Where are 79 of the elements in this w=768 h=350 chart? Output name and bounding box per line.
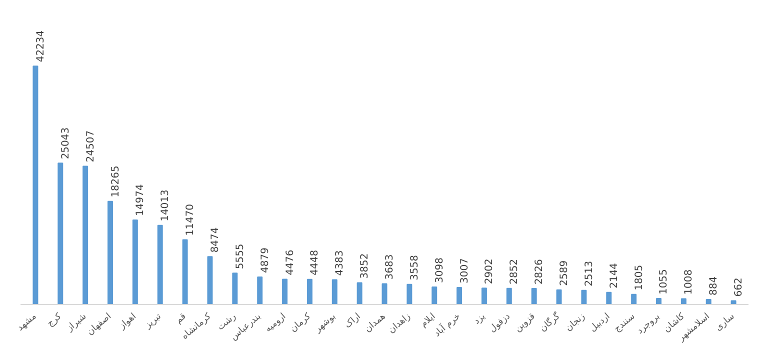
x-tick-label: دزفول — [488, 312, 512, 335]
data-label: 884 — [708, 276, 720, 296]
x-tick-label: زنجان — [564, 312, 588, 334]
data-label: 2144 — [608, 262, 620, 288]
bar — [257, 276, 263, 304]
bar — [481, 288, 487, 304]
bar — [631, 294, 637, 304]
data-label: 1805 — [634, 264, 645, 290]
data-label: 2902 — [484, 258, 496, 284]
bar — [382, 283, 388, 304]
bar — [680, 298, 686, 304]
x-tick-label: بوشهر — [312, 312, 338, 336]
data-label: 1055 — [658, 269, 670, 295]
data-label: 2852 — [509, 258, 520, 284]
bar — [456, 287, 462, 304]
x-tick-label: کرمان — [288, 311, 314, 334]
x-tick-label: سنندج — [612, 312, 638, 334]
bar — [157, 224, 163, 304]
data-label: 3852 — [360, 253, 371, 279]
bar — [432, 286, 438, 304]
x-tick-label: همدان — [363, 312, 388, 335]
bar — [82, 166, 88, 304]
x-tick-label: ساری — [714, 312, 737, 334]
data-label: 5555 — [234, 244, 246, 270]
x-tick-label: کرج — [46, 311, 64, 330]
data-label: 18265 — [110, 166, 122, 198]
x-tick-label: زاهدان — [386, 312, 413, 336]
x-tick-label: ارومیه — [264, 312, 288, 334]
data-label: 1008 — [684, 269, 695, 295]
bar — [132, 220, 138, 304]
bar — [32, 66, 38, 304]
bar — [306, 278, 312, 304]
data-label: 4476 — [284, 250, 296, 276]
bar — [406, 284, 412, 304]
bar — [606, 292, 612, 304]
data-label: 3683 — [384, 254, 396, 280]
x-tick-label: تبریز — [142, 311, 164, 332]
data-label: 662 — [734, 278, 745, 297]
data-label: 2589 — [559, 260, 570, 286]
bar — [207, 256, 213, 304]
x-tick-label: قزوین — [513, 312, 538, 334]
bar — [282, 278, 288, 304]
bar — [232, 272, 238, 304]
data-label: 3558 — [409, 254, 420, 280]
data-label: 11470 — [185, 204, 196, 236]
bar — [656, 298, 662, 304]
data-label: 4879 — [260, 248, 271, 273]
bar — [108, 200, 113, 304]
x-tick-label: یزد — [472, 311, 488, 327]
x-tick-label: اردبیل — [588, 312, 612, 334]
x-tick-label: اراک — [343, 312, 363, 331]
bar — [531, 288, 537, 304]
bar — [556, 289, 562, 304]
data-label: 3098 — [434, 258, 446, 284]
x-tick-label: کاشان — [662, 311, 688, 335]
data-label: 14974 — [135, 184, 146, 216]
data-label: 24507 — [85, 130, 96, 162]
bar — [58, 162, 64, 304]
data-label: 25043 — [60, 127, 72, 160]
data-label: 3007 — [459, 258, 470, 284]
data-label: 4383 — [334, 250, 346, 276]
x-tick-label: قم — [174, 312, 188, 326]
bar — [182, 239, 188, 304]
data-label: 14013 — [160, 190, 172, 222]
bar — [506, 288, 512, 304]
x-tick-label: اهواز — [116, 312, 138, 332]
x-tick-label: مشهد — [16, 312, 39, 334]
data-label: 4448 — [310, 250, 321, 276]
bar — [706, 299, 712, 304]
x-tick-label: گرگان — [537, 310, 563, 334]
data-label: 42234 — [35, 30, 46, 62]
bar — [356, 282, 362, 304]
bar — [581, 290, 587, 304]
data-label: 2826 — [534, 259, 546, 285]
bar — [332, 279, 338, 304]
x-tick-label: بروجرد — [635, 312, 662, 336]
data-label: 8474 — [210, 227, 221, 253]
x-tick-label: ایلام — [418, 312, 438, 330]
data-label: 2513 — [584, 260, 595, 286]
